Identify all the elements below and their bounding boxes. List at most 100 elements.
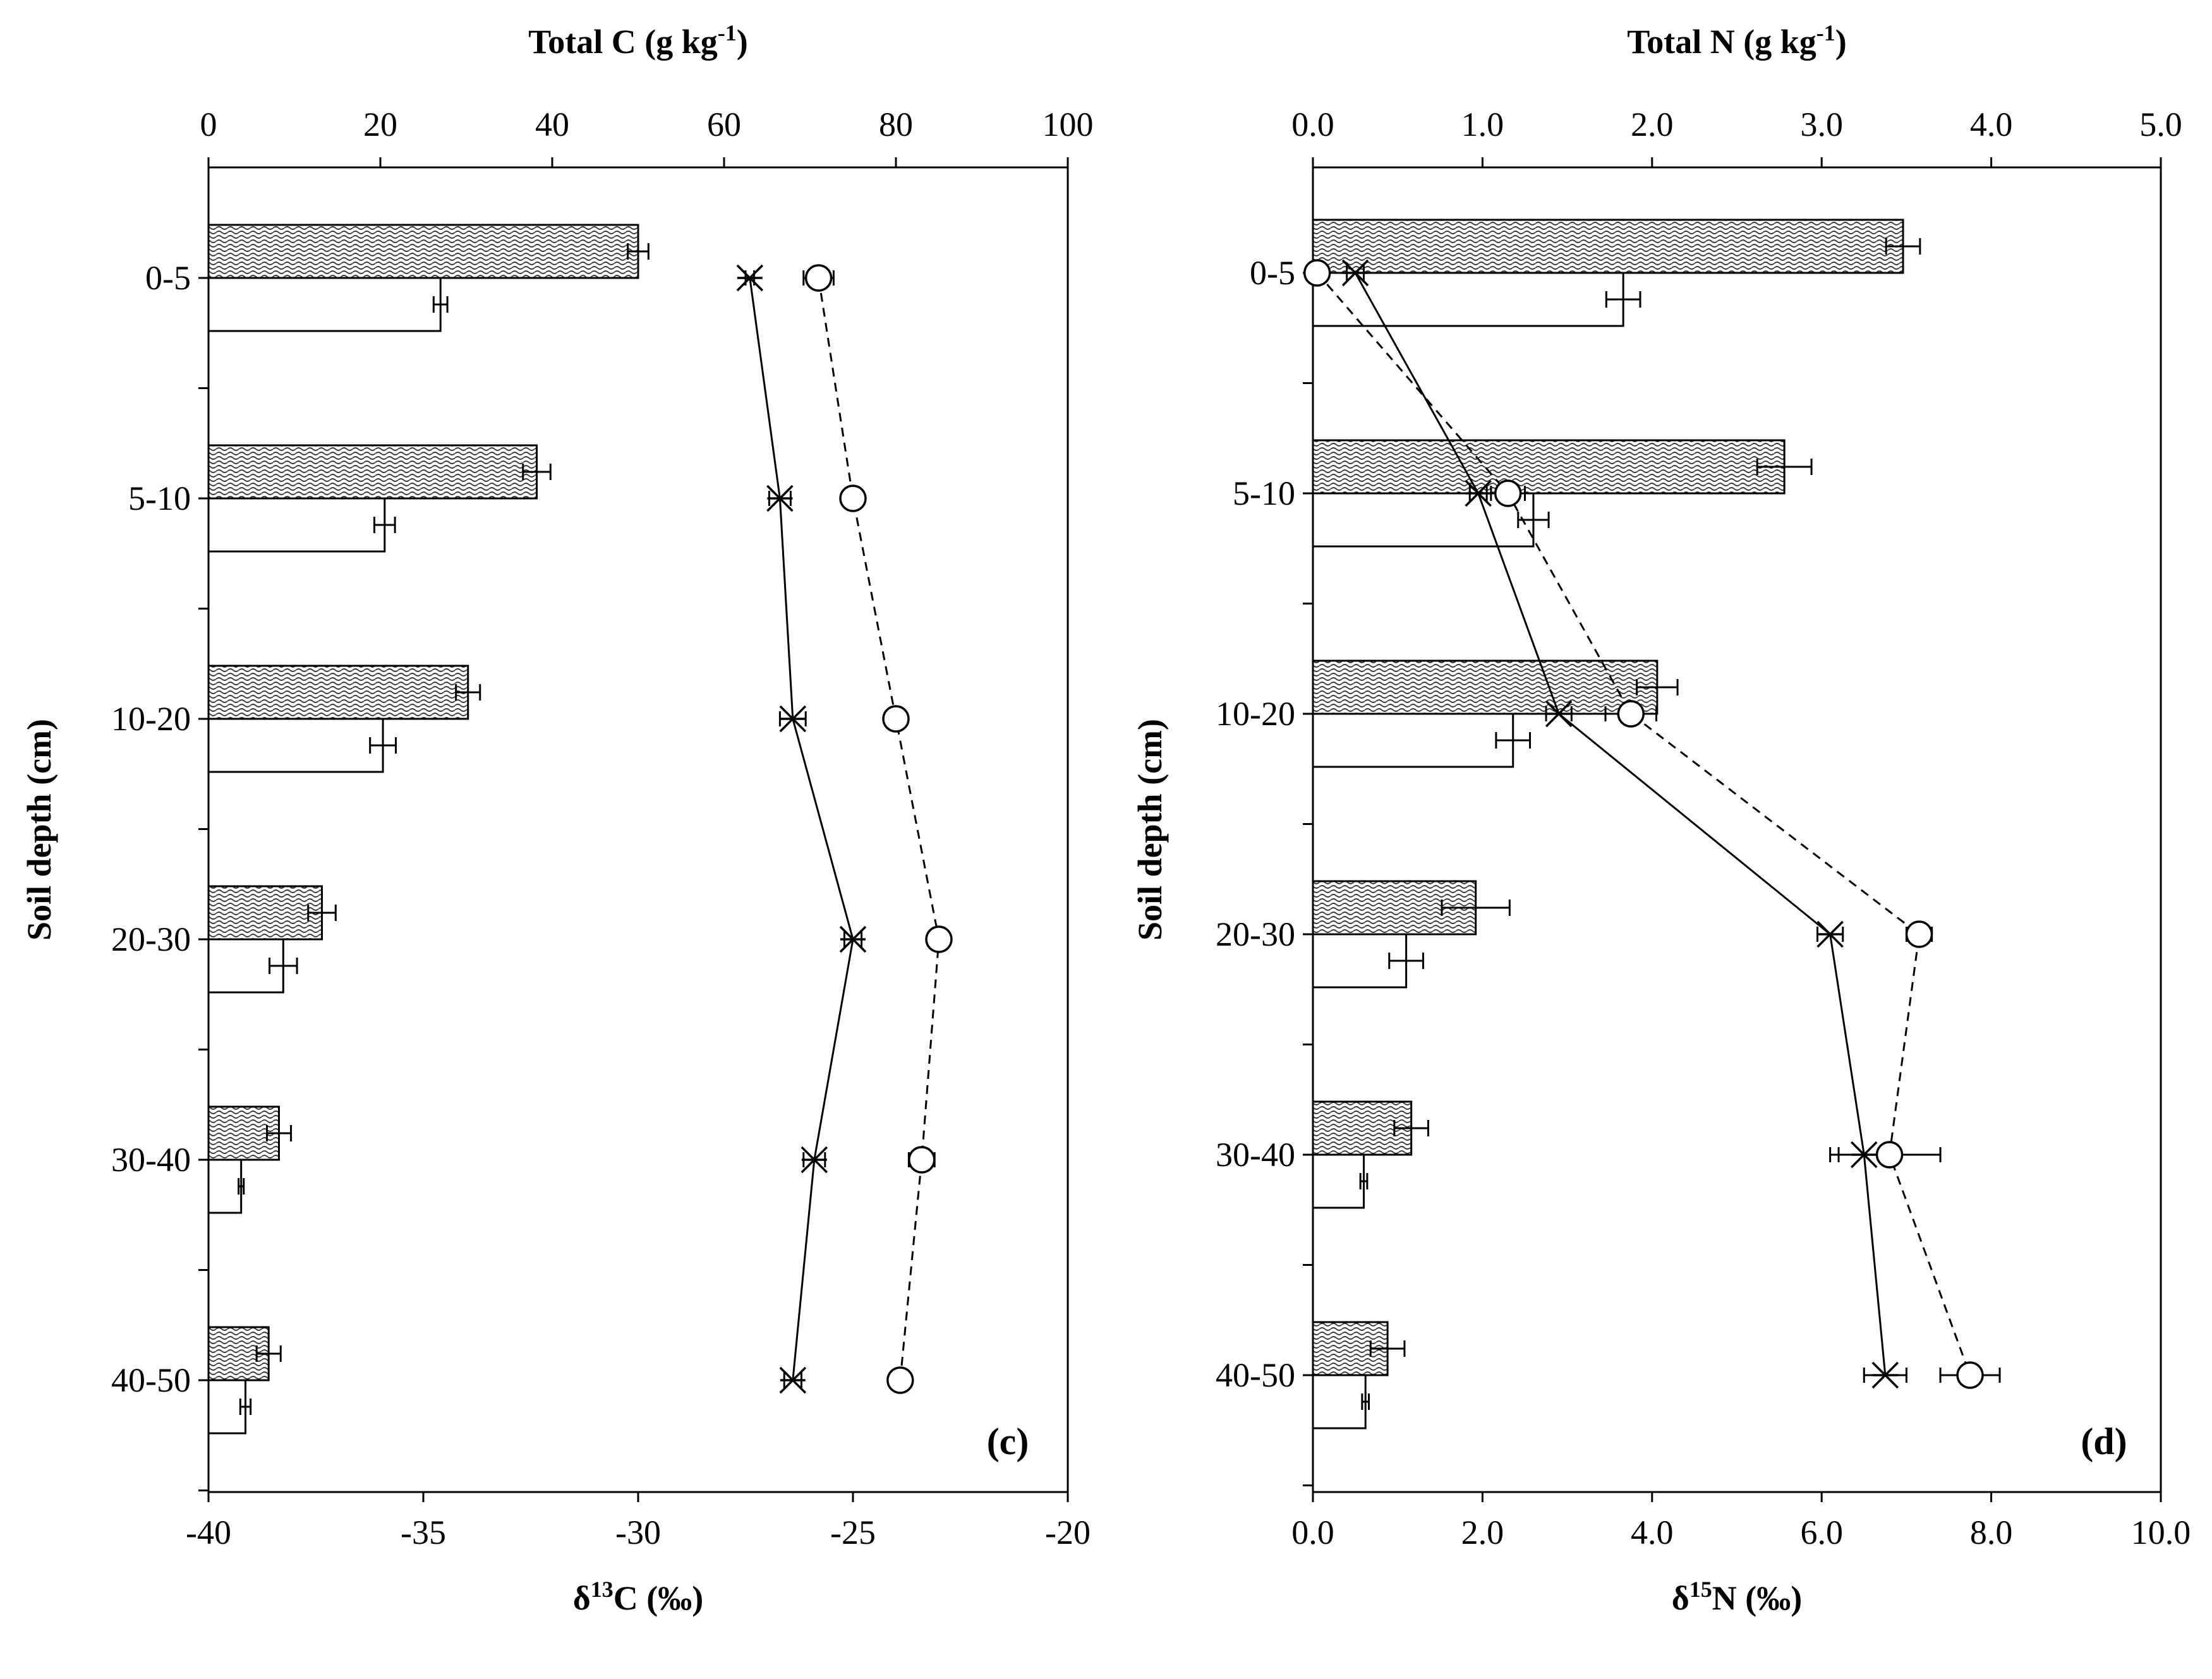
point-asterisk <box>1871 1361 1899 1389</box>
bottom-axis-title-sup: 13 <box>591 1577 613 1602</box>
bottom-axis-tick-label: 4.0 <box>1631 1514 1674 1551</box>
point-circle <box>1303 259 1331 287</box>
y-axis-tick-label: 30-40 <box>111 1141 191 1179</box>
y-axis-tick-label: 30-40 <box>1216 1136 1295 1174</box>
point-asterisk <box>766 484 794 512</box>
top-axis-title-main: Total N (g kg <box>1627 23 1816 61</box>
bar-open <box>207 718 384 773</box>
bar-open <box>207 1158 243 1214</box>
y-axis-tick-label: 10-20 <box>1216 695 1295 733</box>
bar-open <box>207 277 442 332</box>
series-line-asterisk <box>749 277 854 1381</box>
top-axis-title: Total N (g kg-1) <box>1627 20 1847 61</box>
top-axis-tick-label: 60 <box>707 105 741 143</box>
top-axis-tick-label: 0.0 <box>1291 105 1334 143</box>
bar-open <box>1312 1153 1365 1209</box>
top-axis-tick-label: 80 <box>879 105 913 143</box>
bottom-axis-tick-label: 2.0 <box>1461 1514 1504 1551</box>
plot-frame <box>207 166 1069 1493</box>
bar-hatched <box>207 444 538 500</box>
point-asterisk <box>1816 920 1844 948</box>
point-circle <box>1956 1361 1984 1389</box>
bar-hatched <box>207 885 323 941</box>
point-circle <box>1875 1141 1904 1169</box>
bar-open <box>1312 713 1514 768</box>
point-asterisk <box>1545 700 1573 728</box>
plot-frame <box>1312 166 2162 1493</box>
y-axis-tick-label: 5-10 <box>128 479 191 517</box>
top-axis-tick-label: 40 <box>535 105 569 143</box>
top-axis-tick-label: 5.0 <box>2139 105 2182 143</box>
top-axis-tick-label: 20 <box>363 105 397 143</box>
point-circle <box>804 264 833 292</box>
top-axis-title-main: Total C (g kg <box>528 23 718 61</box>
bottom-axis-tick-label: -25 <box>830 1514 876 1551</box>
bottom-axis-title: δ15N (‰) <box>1672 1577 1803 1617</box>
point-circle <box>882 705 910 733</box>
y-axis-title: Soil depth (cm) <box>1131 719 1169 941</box>
top-axis-title-sup: -1 <box>718 20 737 45</box>
top-axis-tick-label: 100 <box>1043 105 1094 143</box>
bottom-axis-title-sup: 15 <box>1689 1577 1712 1602</box>
point-circle <box>908 1146 936 1174</box>
point-asterisk <box>801 1146 828 1174</box>
bottom-axis-tick-label: 0.0 <box>1291 1514 1334 1551</box>
point-asterisk <box>839 925 867 953</box>
bar-hatched <box>207 224 639 279</box>
bottom-axis-tick-label: -35 <box>401 1514 446 1551</box>
bottom-axis-tick-label: -20 <box>1045 1514 1091 1551</box>
top-axis-tick-label: 2.0 <box>1631 105 1674 143</box>
top-axis-tick-label: 0 <box>200 105 217 143</box>
point-circle <box>925 925 953 953</box>
point-circle <box>886 1366 914 1394</box>
bar-open <box>1312 1374 1367 1429</box>
series-line-circle <box>1316 272 1971 1376</box>
top-axis-title-end: ) <box>1835 23 1847 61</box>
bottom-axis-title-end: C (‰) <box>613 1579 703 1617</box>
top-axis-title-end: ) <box>737 23 748 61</box>
top-axis-tick-label: 4.0 <box>1970 105 2013 143</box>
point-circle <box>1617 700 1645 728</box>
point-circle <box>839 484 867 512</box>
series-line-circle <box>818 277 940 1381</box>
panel-label: (c) <box>987 1421 1029 1462</box>
point-asterisk <box>1341 259 1369 287</box>
point-circle <box>1494 479 1522 507</box>
panel-d: 0.0 1.0 2.0 3.0 4.0 5.0 Total N (g kg-1) 0.0 2.0… <box>1131 20 2191 1617</box>
point-asterisk <box>779 705 807 733</box>
bar-hatched <box>207 665 469 720</box>
y-axis-tick-label: 20-30 <box>1216 915 1295 953</box>
y-axis-title: Soil depth (cm) <box>20 719 58 941</box>
series-line-asterisk <box>1354 272 1887 1376</box>
bottom-axis-tick-label: 8.0 <box>1970 1514 2013 1551</box>
top-axis-title: Total C (g kg-1) <box>528 20 748 61</box>
top-axis-title-sup: -1 <box>1816 20 1835 45</box>
bottom-axis-title: δ13C (‰) <box>573 1577 704 1617</box>
y-axis-tick-label: 0-5 <box>1250 254 1295 292</box>
top-axis-tick-label: 3.0 <box>1800 105 1843 143</box>
y-axis-tick-label: 5-10 <box>1233 474 1295 512</box>
y-axis-tick-label: 20-30 <box>111 920 191 958</box>
y-axis-tick-label: 40-50 <box>1216 1356 1295 1394</box>
point-asterisk <box>779 1366 807 1394</box>
panel-c: 0 20 40 60 80 100 Total C (g kg-1) -40 -35 -30 -25… <box>20 20 1094 1617</box>
bottom-axis-tick-label: -40 <box>186 1514 231 1551</box>
bottom-axis-tick-label: 6.0 <box>1800 1514 1843 1551</box>
bottom-axis-title-main: δ <box>1672 1579 1689 1617</box>
y-axis-tick-label: 0-5 <box>145 259 191 297</box>
bottom-axis-title-end: N (‰) <box>1712 1579 1802 1617</box>
y-axis-tick-label: 40-50 <box>111 1361 191 1399</box>
bar-open <box>207 497 386 553</box>
point-asterisk <box>1465 479 1492 507</box>
point-circle <box>1905 920 1933 948</box>
y-axis-tick-label: 10-20 <box>111 700 191 738</box>
bottom-axis-tick-label: 10.0 <box>2131 1514 2191 1551</box>
bottom-axis-title-main: δ <box>573 1579 591 1617</box>
bottom-axis-tick-label: -30 <box>615 1514 661 1551</box>
point-asterisk <box>736 264 764 292</box>
top-axis-tick-label: 1.0 <box>1461 105 1504 143</box>
panel-label: (d) <box>2081 1421 2127 1462</box>
bar-hatched <box>1312 439 1786 495</box>
bar-hatched <box>1312 219 1904 274</box>
